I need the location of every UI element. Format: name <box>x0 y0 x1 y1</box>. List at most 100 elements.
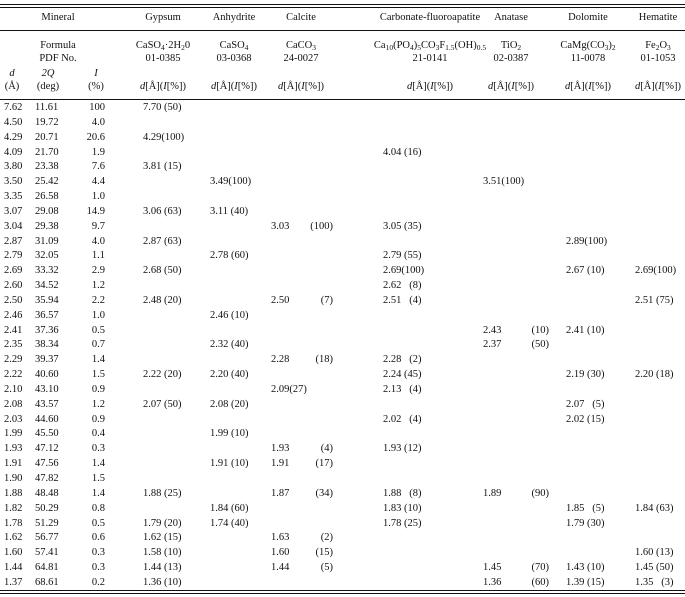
intensity-value: 4.0 <box>91 117 105 128</box>
peak-value: 4.29(100) <box>143 132 185 143</box>
peak-d: 1.36 <box>483 577 502 588</box>
peak-value: 1.60 (13) <box>635 547 674 558</box>
d-value: 2.22 <box>4 369 23 380</box>
mineral-name: Dolomite <box>568 12 608 23</box>
two-theta-value: 47.12 <box>35 443 59 454</box>
intensity-value: 1.9 <box>91 147 105 158</box>
2q-header: 2Q <box>41 68 55 79</box>
peak-intensity: (60) <box>531 577 550 588</box>
d-value: 1.37 <box>4 577 23 588</box>
2q-unit: (deg) <box>36 81 60 92</box>
peak-intensity: (18) <box>315 354 334 365</box>
two-theta-value: 36.57 <box>35 310 59 321</box>
intensity-value: 14.9 <box>86 206 105 217</box>
mineral-header: Mineral <box>41 12 75 23</box>
peak-d: 2.28 <box>271 354 290 365</box>
intensity-value: 4.4 <box>91 176 105 187</box>
d-value: 1.44 <box>4 562 23 573</box>
two-theta-value: 44.60 <box>35 414 59 425</box>
peak-value: 2.24 (45) <box>383 369 422 380</box>
peak-value: 3.11 (40) <box>210 206 249 217</box>
intensity-value: 1.5 <box>91 473 105 484</box>
intensity-value: 0.5 <box>91 325 105 336</box>
peak-d: 2.50 <box>271 295 290 306</box>
peak-value: 1.93 (12) <box>383 443 422 454</box>
intensity-value: 0.7 <box>91 339 105 350</box>
intensity-value: 1.2 <box>91 399 105 410</box>
peak-value: 1.45 (50) <box>635 562 674 573</box>
peak-value: 1.79 (20) <box>143 518 182 529</box>
peak-d: 1.87 <box>271 488 290 499</box>
two-theta-value: 20.71 <box>35 132 59 143</box>
peak-value: 2.67 (10) <box>566 265 605 276</box>
two-theta-value: 43.10 <box>35 384 59 395</box>
intensity-value: 1.4 <box>91 354 105 365</box>
two-theta-value: 35.94 <box>35 295 59 306</box>
i-header: I <box>94 68 98 79</box>
d-value: 1.99 <box>4 428 23 439</box>
pdf-number: 01-0385 <box>145 53 181 64</box>
peak-value: 1.83 (10) <box>383 503 422 514</box>
top-rule-2 <box>0 7 685 8</box>
unit-label: d[Å](I[%]) <box>406 81 454 92</box>
peak-value: 1.85 (5) <box>566 503 605 514</box>
peak-value: 2.78 (60) <box>210 250 249 261</box>
two-theta-value: 40.60 <box>35 369 59 380</box>
d-value: 1.62 <box>4 532 23 543</box>
mineral-name: Anhydrite <box>212 12 256 23</box>
pdf-number: 11-0078 <box>570 53 606 64</box>
d-value: 3.80 <box>4 161 23 172</box>
d-value: 2.50 <box>4 295 23 306</box>
header-divider <box>0 30 685 31</box>
intensity-value: 0.9 <box>91 414 105 425</box>
peak-value: 2.13 (4) <box>383 384 422 395</box>
pdf-number: 03-0368 <box>216 53 252 64</box>
peak-d: 2.37 <box>483 339 502 350</box>
peak-value: 1.79 (30) <box>566 518 605 529</box>
intensity-value: 9.7 <box>91 221 105 232</box>
d-unit: (Å) <box>4 81 20 92</box>
d-value: 2.60 <box>4 280 23 291</box>
unit-label: d[Å](I[%]) <box>277 81 325 92</box>
peak-value: 2.68 (50) <box>143 265 182 276</box>
peak-d: 1.60 <box>271 547 290 558</box>
mineral-name: Anatase <box>494 12 528 23</box>
two-theta-value: 11.61 <box>35 102 59 113</box>
d-value: 2.29 <box>4 354 23 365</box>
peak-intensity: (17) <box>315 458 334 469</box>
peak-intensity: (90) <box>531 488 550 499</box>
intensity-value: 1.5 <box>91 369 105 380</box>
peak-d: 1.63 <box>271 532 290 543</box>
d-value: 3.50 <box>4 176 23 187</box>
header-bottom-rule <box>0 99 685 100</box>
two-theta-value: 23.38 <box>35 161 59 172</box>
peak-value: 1.62 (15) <box>143 532 182 543</box>
intensity-value: 1.4 <box>91 458 105 469</box>
peak-value: 1.84 (60) <box>210 503 249 514</box>
two-theta-value: 56.77 <box>35 532 59 543</box>
intensity-value: 7.6 <box>91 161 105 172</box>
two-theta-value: 33.32 <box>35 265 59 276</box>
peak-value: 2.69(100) <box>635 265 677 276</box>
d-value: 2.69 <box>4 265 23 276</box>
peak-d: 1.91 <box>271 458 290 469</box>
peak-value: 1.39 (15) <box>566 577 605 588</box>
two-theta-value: 43.57 <box>35 399 59 410</box>
d-value: 3.35 <box>4 191 23 202</box>
two-theta-value: 50.29 <box>35 503 59 514</box>
two-theta-value: 32.05 <box>35 250 59 261</box>
intensity-value: 0.5 <box>91 518 105 529</box>
intensity-value: 0.2 <box>91 577 105 588</box>
two-theta-value: 37.36 <box>35 325 59 336</box>
peak-value: 1.74 (40) <box>210 518 249 529</box>
unit-label: d[Å](I[%]) <box>139 81 187 92</box>
bottom-rule-2 <box>0 593 685 594</box>
two-theta-value: 47.82 <box>35 473 59 484</box>
mineral-formula: TiO2 <box>500 40 522 52</box>
mineral-formula: CaSO4·2H20 <box>135 40 191 52</box>
d-value: 1.93 <box>4 443 23 454</box>
peak-value: 2.62 (8) <box>383 280 422 291</box>
peak-value: 1.35 (3) <box>635 577 674 588</box>
d-value: 2.08 <box>4 399 23 410</box>
d-value: 4.09 <box>4 147 23 158</box>
